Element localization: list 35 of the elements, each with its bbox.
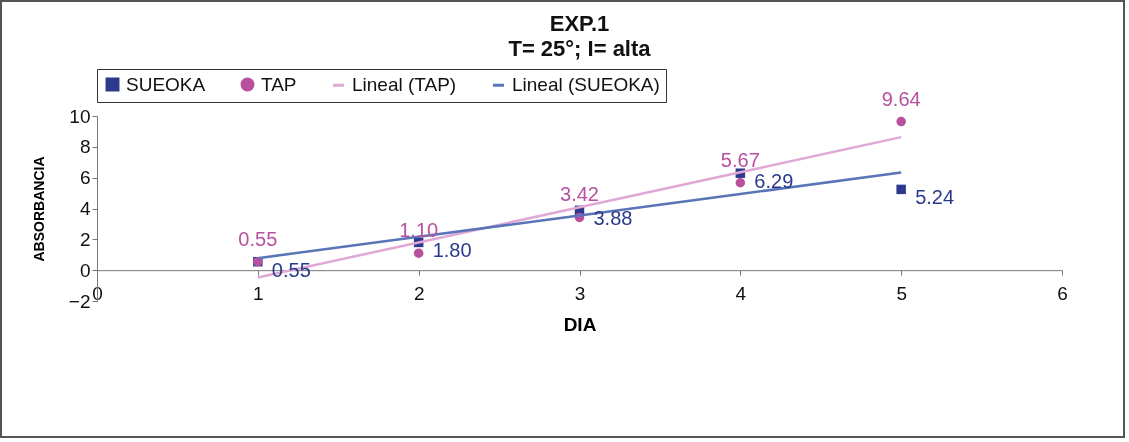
- data-label: 3.42: [560, 183, 599, 206]
- x-tick-label: 4: [735, 282, 747, 304]
- data-label: 0.55: [238, 227, 278, 250]
- point: [896, 116, 906, 127]
- data-label: 5.67: [720, 148, 760, 171]
- legend-label: Lineal (TAP): [352, 74, 457, 96]
- x-tick-label: 5: [896, 282, 907, 304]
- data-label: 0.55: [271, 258, 311, 281]
- data-label: 3.88: [593, 207, 633, 230]
- x-tick-label: 1: [253, 282, 264, 304]
- y-tick-label: 6: [79, 167, 91, 189]
- x-tick-label: 2: [413, 282, 425, 304]
- legend-label: Lineal (SUEOKA): [512, 74, 660, 96]
- x-axis-title: DIA: [563, 313, 597, 335]
- data-label: 6.29: [754, 170, 794, 193]
- legend-label: SUEOKA: [126, 73, 206, 95]
- data-label: 1.80: [432, 239, 472, 262]
- chart-title: EXP.1: [549, 10, 610, 36]
- x-tick-label: 6: [1057, 282, 1068, 304]
- y-axis-title: ABSORBANCIA: [30, 156, 47, 262]
- data-label: 9.64: [881, 87, 921, 110]
- point: [413, 248, 424, 258]
- data-label: 1.10: [399, 219, 439, 242]
- legend-label: TAP: [261, 73, 297, 95]
- data-label: 5.24: [915, 186, 955, 209]
- y-tick-label: 8: [79, 136, 91, 158]
- point: [896, 184, 906, 195]
- x-tick-label: 3: [574, 282, 586, 304]
- y-tick-label: 10: [69, 105, 91, 127]
- chart-subtitle: T= 25°; I= alta: [508, 35, 652, 61]
- y-tick-label: 4: [79, 198, 91, 219]
- point: [735, 178, 746, 188]
- y-tick-label: 0: [79, 259, 91, 281]
- y-tick-label: 2: [79, 228, 91, 250]
- y-tick-label: −2: [68, 290, 91, 312]
